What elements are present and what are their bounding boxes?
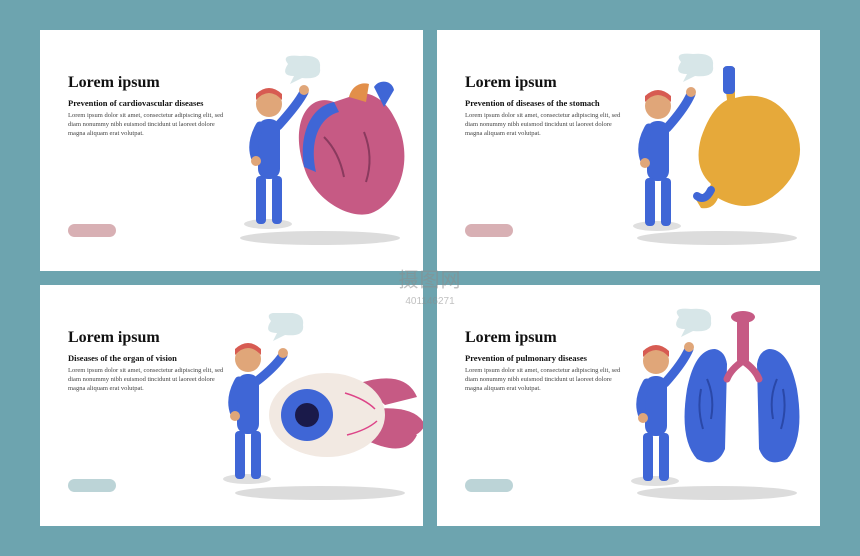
card-stomach: Lorem ipsum Prevention of diseases of th…	[437, 30, 820, 271]
card-lungs: Lorem ipsum Prevention of pulmonary dise…	[437, 285, 820, 526]
card-text-block: Lorem ipsum Prevention of cardiovascular…	[68, 74, 233, 138]
card-body: Lorem ipsum dolor sit amet, consectetur …	[465, 367, 630, 393]
card-grid: Lorem ipsum Prevention of cardiovascular…	[40, 30, 820, 526]
card-title: Lorem ipsum	[68, 74, 233, 92]
card-subtitle: Prevention of cardiovascular diseases	[68, 98, 233, 108]
eye-illustration	[215, 313, 423, 498]
card-text-block: Lorem ipsum Prevention of pulmonary dise…	[465, 329, 630, 393]
card-title: Lorem ipsum	[465, 74, 630, 92]
heart-illustration	[230, 54, 420, 244]
card-button[interactable]	[465, 224, 513, 237]
card-subtitle: Diseases of the organ of vision	[68, 353, 233, 363]
card-title: Lorem ipsum	[465, 329, 630, 347]
card-subtitle: Prevention of diseases of the stomach	[465, 98, 630, 108]
lungs-illustration	[625, 307, 820, 502]
card-body: Lorem ipsum dolor sit amet, consectetur …	[465, 112, 630, 138]
card-cardio: Lorem ipsum Prevention of cardiovascular…	[40, 30, 423, 271]
card-button[interactable]	[68, 224, 116, 237]
card-text-block: Lorem ipsum Diseases of the organ of vis…	[68, 329, 233, 393]
card-body: Lorem ipsum dolor sit amet, consectetur …	[68, 112, 233, 138]
card-body: Lorem ipsum dolor sit amet, consectetur …	[68, 367, 233, 393]
stomach-illustration	[627, 50, 817, 245]
card-eye: Lorem ipsum Diseases of the organ of vis…	[40, 285, 423, 526]
card-text-block: Lorem ipsum Prevention of diseases of th…	[465, 74, 630, 138]
card-button[interactable]	[68, 479, 116, 492]
card-subtitle: Prevention of pulmonary diseases	[465, 353, 630, 363]
card-title: Lorem ipsum	[68, 329, 233, 347]
card-button[interactable]	[465, 479, 513, 492]
